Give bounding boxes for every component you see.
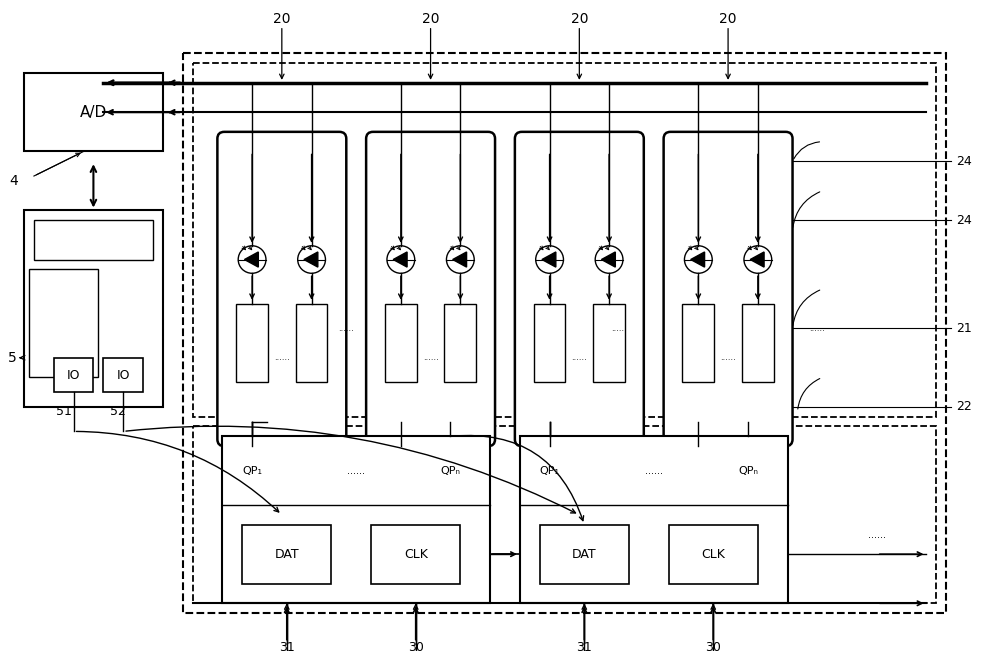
Bar [29,270,98,378]
Text: ......: ...... [571,353,587,362]
Text: 5: 5 [8,351,16,364]
Text: A/D: A/D [80,105,107,120]
Text: 31: 31 [279,641,295,654]
Polygon shape [691,252,705,267]
Bar [24,73,163,152]
Bar [534,304,565,382]
Bar [34,220,153,260]
Polygon shape [304,252,318,267]
Text: 30: 30 [705,641,721,654]
Text: ......: ...... [347,466,365,476]
Bar [193,63,936,416]
Bar [103,358,143,392]
Text: ......: ...... [423,353,438,362]
Polygon shape [393,252,407,267]
Text: ......: ...... [611,324,627,333]
Bar [669,525,758,584]
Text: 20: 20 [273,12,291,26]
Bar [24,210,163,407]
FancyBboxPatch shape [366,132,495,446]
Text: 22: 22 [956,401,972,413]
Text: CLK: CLK [701,548,725,561]
Text: ......: ...... [645,466,663,476]
Bar [183,53,946,613]
Bar [193,426,936,603]
Text: 31: 31 [576,641,592,654]
FancyBboxPatch shape [217,132,346,446]
Text: ......: ...... [274,353,290,362]
Bar [242,525,331,584]
Text: QP₁: QP₁ [540,466,560,476]
Text: 20: 20 [571,12,588,26]
Bar [222,436,490,603]
Bar [593,304,625,382]
FancyBboxPatch shape [515,132,644,446]
Bar [385,304,417,382]
Text: 24: 24 [956,155,972,168]
Text: QP₁: QP₁ [242,466,262,476]
Text: IO: IO [67,369,80,382]
Text: 20: 20 [422,12,439,26]
Text: 24: 24 [956,214,972,227]
Polygon shape [244,252,258,267]
Text: QPₙ: QPₙ [738,466,758,476]
Bar [742,304,774,382]
Text: QPₙ: QPₙ [440,466,460,476]
Text: 30: 30 [408,641,424,654]
Text: CLK: CLK [404,548,428,561]
Text: 4: 4 [10,174,18,188]
Bar [444,304,476,382]
Bar [540,525,629,584]
Bar [520,436,788,603]
Bar [296,304,327,382]
Polygon shape [601,252,615,267]
Text: 21: 21 [956,322,972,335]
Text: 51: 51 [56,405,72,418]
Polygon shape [542,252,556,267]
Text: DAT: DAT [274,548,299,561]
Text: IO: IO [116,369,130,382]
Polygon shape [453,252,467,267]
Bar [236,304,268,382]
Polygon shape [750,252,764,267]
Text: 20: 20 [719,12,737,26]
Text: DAT: DAT [572,548,597,561]
Text: ......: ...... [868,530,886,540]
Text: 52: 52 [110,405,126,418]
Bar [54,358,93,392]
Text: ......: ...... [809,324,825,333]
Bar [371,525,460,584]
Bar [682,304,714,382]
Text: ......: ...... [338,324,354,333]
Text: ......: ...... [720,353,736,362]
FancyBboxPatch shape [664,132,793,446]
